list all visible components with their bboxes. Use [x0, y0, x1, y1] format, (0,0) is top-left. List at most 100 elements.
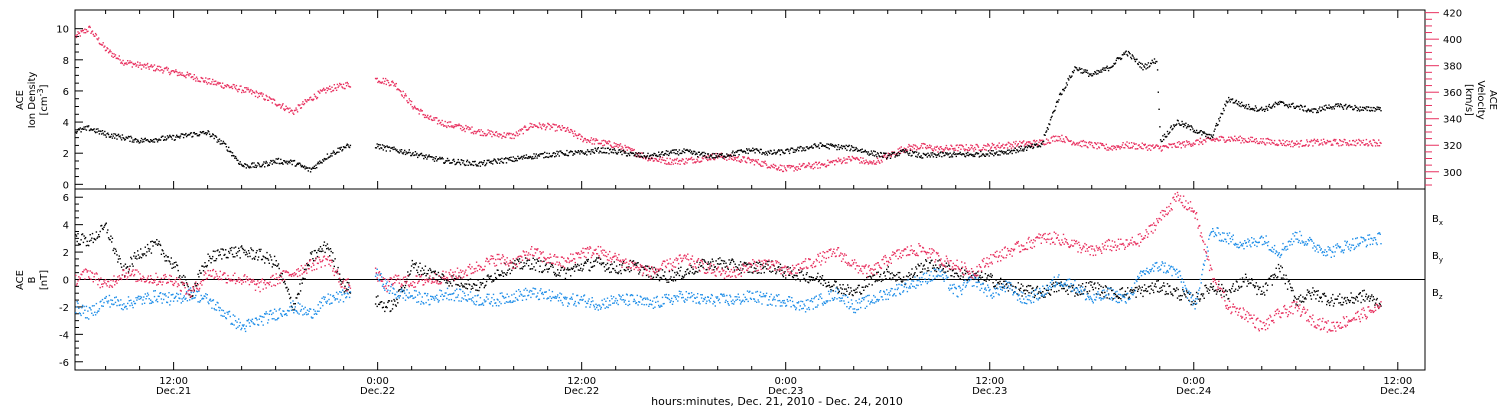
velocity-series-point — [963, 148, 965, 150]
b-series-bx-point — [834, 280, 836, 282]
b-series-bx-point — [289, 297, 291, 300]
velocity-series-point — [422, 114, 424, 116]
velocity-series-point — [853, 157, 855, 160]
b-series-bx-point — [484, 285, 486, 287]
velocity-series-point — [331, 86, 333, 88]
velocity-series-point — [81, 29, 84, 31]
density-series-point — [837, 146, 839, 148]
velocity-series-point — [996, 145, 998, 147]
density-series-point — [859, 149, 861, 152]
velocity-series-point — [1124, 143, 1127, 145]
b-series-bx-point — [721, 267, 723, 269]
density-series-point — [732, 150, 734, 152]
velocity-series-point — [147, 66, 150, 68]
density-series-point — [1362, 109, 1365, 111]
velocity-series-point — [418, 113, 420, 115]
density-series-point — [870, 150, 873, 152]
b-series-bx-point — [1205, 287, 1208, 289]
density-series-point — [417, 156, 419, 159]
density-series-point — [396, 149, 398, 151]
b-series-bx-point — [894, 275, 896, 277]
density-series-point — [1078, 69, 1080, 71]
density-series-point — [1357, 107, 1359, 109]
velocity-series-point — [427, 117, 430, 119]
velocity-series-point — [507, 132, 509, 134]
density-series-point — [1253, 108, 1255, 110]
b-series-bx-point — [1086, 291, 1088, 293]
b-series-bx-point — [343, 291, 345, 293]
density-series-point — [1286, 105, 1289, 107]
density-series-point — [135, 138, 137, 141]
b-series-bx-point — [677, 272, 679, 275]
b-series-bx-point — [706, 268, 708, 271]
velocity-series-point — [202, 77, 204, 80]
velocity-series-point — [952, 147, 954, 150]
density-series-point — [1065, 82, 1068, 84]
density-series-point — [885, 152, 887, 154]
density-series-point — [188, 133, 190, 136]
density-series-point — [1329, 106, 1332, 108]
b-series-bx-point — [1112, 298, 1114, 300]
velocity-series-point — [824, 163, 826, 165]
velocity-series-point — [1110, 148, 1112, 150]
b-series-bx-point — [100, 225, 102, 227]
velocity-series-point — [212, 78, 214, 81]
density-series-point — [605, 152, 607, 154]
velocity-series-point — [283, 109, 286, 112]
b-series-bx-point — [951, 270, 954, 272]
density-series-point — [1032, 146, 1035, 149]
density-series-point — [1098, 70, 1100, 72]
density-series-point — [853, 146, 855, 149]
b-series-bx-point — [1153, 285, 1156, 287]
density-series-point — [78, 128, 80, 130]
density-series-point — [1111, 66, 1113, 68]
density-series-point — [1097, 73, 1099, 75]
b-series-bx-point — [554, 274, 556, 276]
density-series-point — [1071, 75, 1073, 77]
b-series-bx-point — [1202, 293, 1205, 295]
b-series-bx-point — [909, 277, 912, 280]
density-series-point — [1379, 107, 1381, 109]
b-series-bx-point — [603, 266, 606, 268]
velocity-series-point — [878, 161, 880, 163]
density-series-point — [1247, 103, 1250, 106]
velocity-series-point — [317, 90, 319, 92]
velocity-series-point — [381, 81, 384, 83]
b-series-bx-point — [377, 295, 379, 297]
b-series-bx-point — [277, 264, 279, 267]
velocity-series-point — [192, 78, 195, 81]
b-series-bx-point — [855, 288, 857, 290]
b-series-bx-point — [570, 275, 572, 277]
velocity-series-point — [98, 42, 101, 45]
density-series-point — [281, 162, 283, 164]
velocity-series-point — [1034, 141, 1036, 143]
density-series-point — [335, 153, 337, 155]
b-series-bx-point — [1253, 285, 1255, 287]
density-tick-label: 8 — [63, 56, 69, 67]
density-series-point — [735, 151, 737, 153]
density-series-point — [391, 146, 394, 149]
density-series-point — [514, 160, 517, 162]
velocity-series-point — [1098, 146, 1100, 148]
velocity-series-point — [1365, 143, 1367, 145]
density-series-point — [524, 157, 527, 159]
density-series-point — [185, 132, 187, 135]
velocity-series-point — [316, 97, 318, 100]
velocity-series-point — [674, 158, 676, 160]
b-series-bx-point — [1162, 285, 1164, 287]
velocity-series-point — [306, 101, 308, 103]
velocity-series-point — [1310, 139, 1313, 141]
velocity-series-point — [700, 160, 702, 163]
b-series-bx-point — [1073, 289, 1075, 291]
b-series-bx-point — [1140, 292, 1142, 295]
velocity-series-point — [1272, 142, 1274, 144]
density-series-point — [1047, 128, 1049, 130]
b-series-bx-point — [141, 253, 143, 255]
b-series-bx-point — [85, 244, 88, 247]
b-series-bx-point — [812, 277, 814, 279]
velocity-series-point — [1246, 141, 1248, 143]
velocity-series-point — [215, 84, 218, 86]
b-series-bx-point — [1062, 284, 1064, 286]
b-series-bx-point — [983, 279, 985, 281]
density-series-point — [904, 151, 906, 154]
